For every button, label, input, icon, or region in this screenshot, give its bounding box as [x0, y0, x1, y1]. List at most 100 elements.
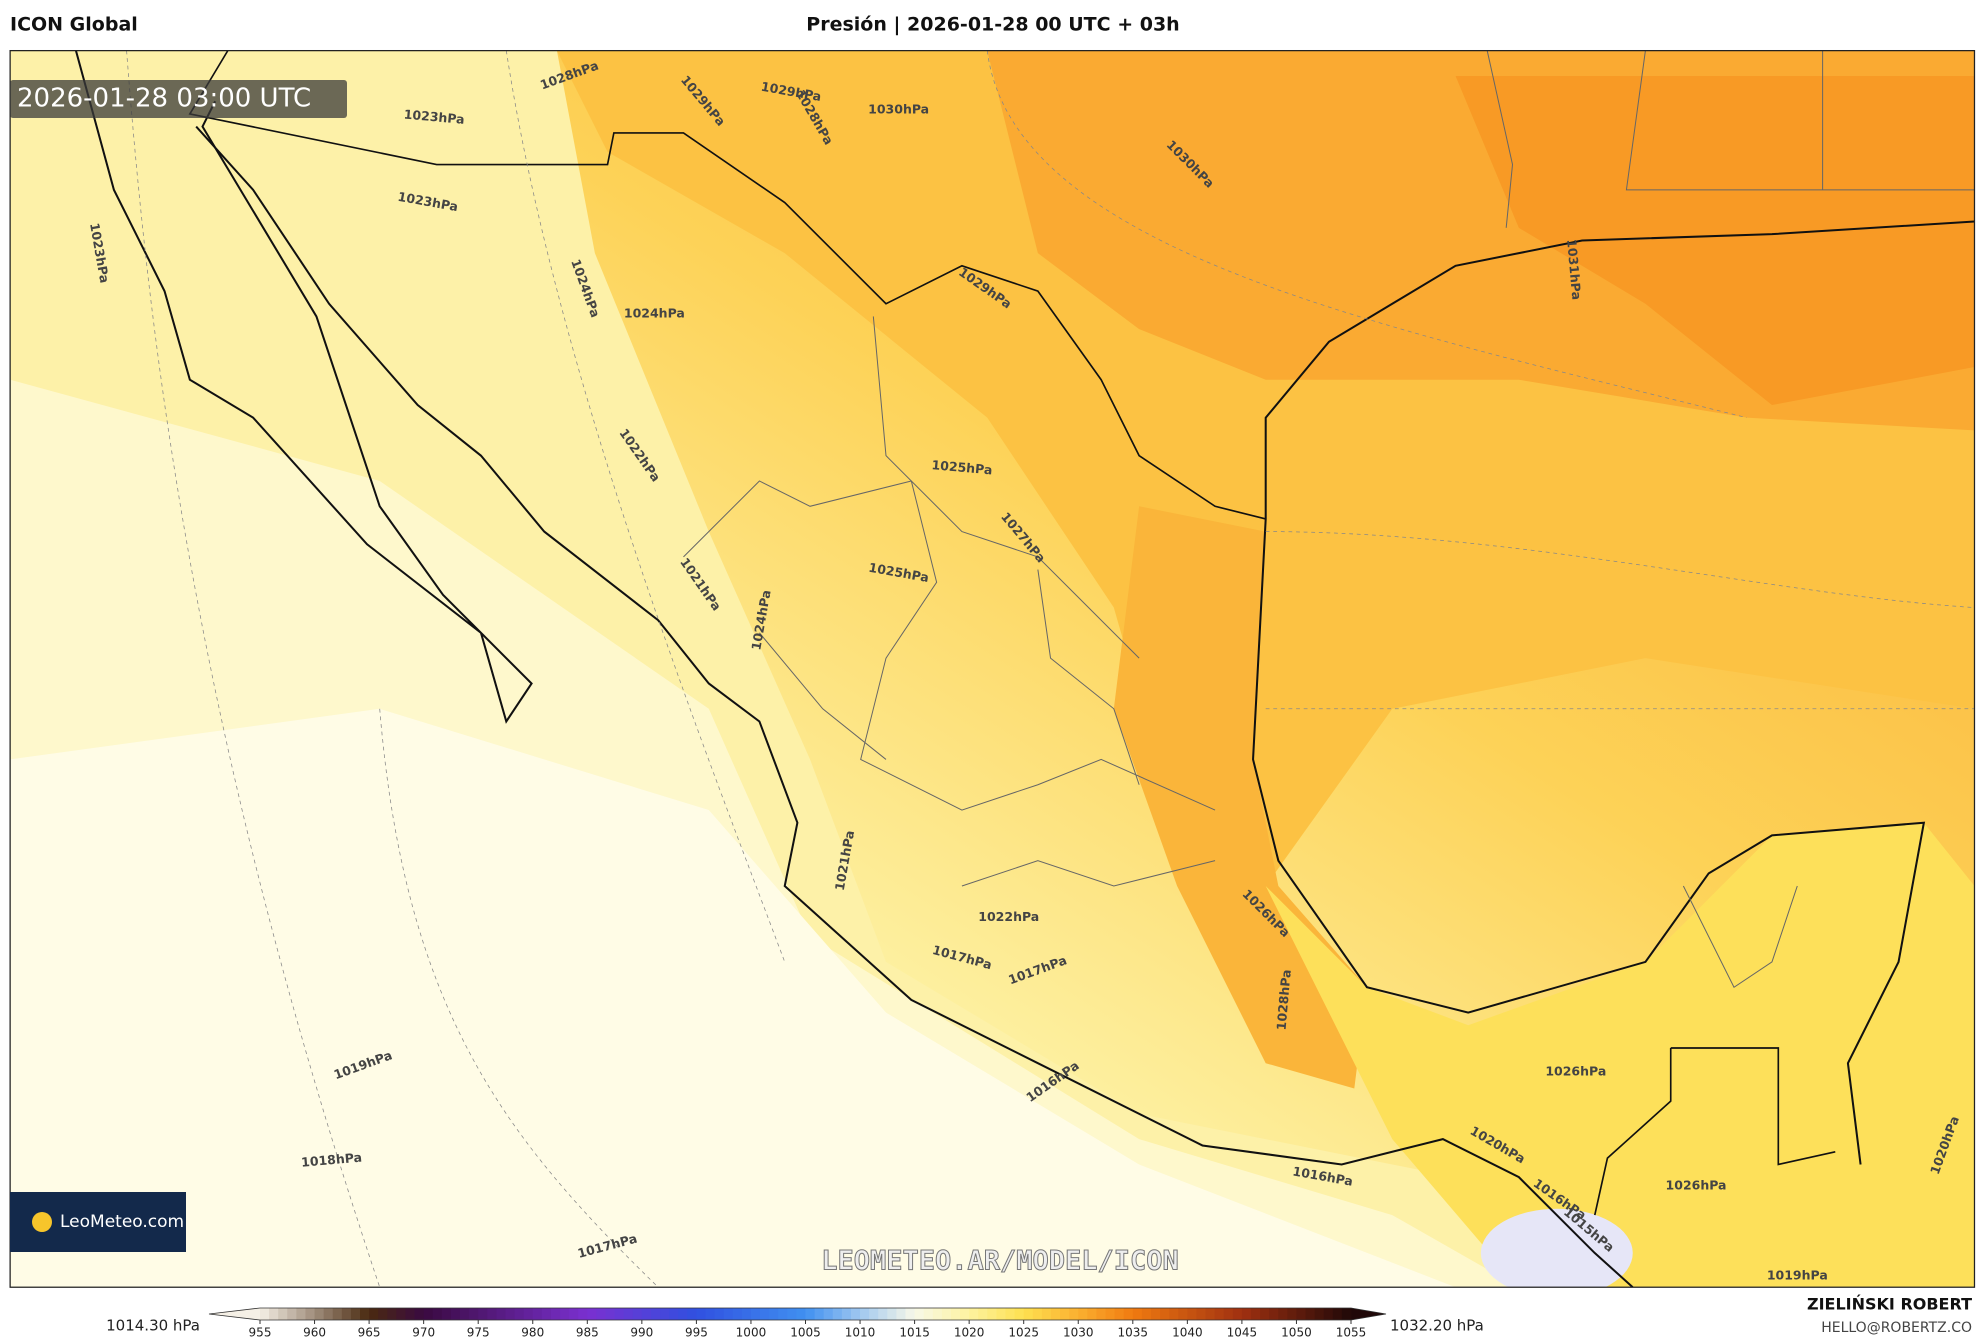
colorbar-tick-label: 1035: [1118, 1326, 1149, 1338]
contour-label: 1026hPa: [1545, 1064, 1606, 1079]
colorbar-segment: [932, 1308, 943, 1320]
timestamp: 2026-01-28 03:00 UTC: [17, 84, 311, 114]
colorbar-tick-label: 970: [412, 1326, 435, 1338]
colorbar-tick-label: 975: [467, 1326, 490, 1338]
colorbar-segment: [660, 1308, 670, 1320]
credit-name: ZIELIŃSKI ROBERT: [1807, 1295, 1972, 1314]
colorbar-segment: [787, 1308, 798, 1320]
contour-label: 1025hPa: [931, 457, 993, 477]
colorbar-segment: [950, 1308, 961, 1320]
colorbar-segment: [1160, 1308, 1170, 1320]
colorbar-segment: [1114, 1308, 1125, 1320]
state-borders: [683, 50, 1975, 988]
colorbar-segment: [1232, 1308, 1243, 1320]
colorbar-tick-label: 1020: [954, 1326, 985, 1338]
colorbar: 955 960 965 970 975 980 985 990 995 1000 1005 1010 1…: [208, 1307, 1387, 1338]
colorbar-segment: [669, 1308, 679, 1320]
colorbar-segment: [350, 1308, 361, 1320]
colorbar-segment: [960, 1308, 970, 1320]
colorbar-segment: [1096, 1308, 1107, 1320]
border: [188, 50, 1266, 520]
contour-label: 1030hPa: [868, 102, 929, 117]
colorbar-segment: [1214, 1308, 1225, 1320]
map: [9, 49, 1976, 1288]
isobar: [986, 50, 1747, 419]
colorbar-segment: [378, 1308, 388, 1320]
colorbar-segment: [396, 1308, 407, 1320]
colorbar-segment: [887, 1308, 898, 1320]
colorbar-segment: [460, 1308, 470, 1320]
colorbar-segment: [1260, 1308, 1270, 1320]
colorbar-segment: [987, 1308, 998, 1320]
colorbar-segment: [1060, 1308, 1070, 1320]
colorbar-tick-label: 1025: [1008, 1326, 1039, 1338]
logo-sun: [32, 1212, 52, 1232]
colorbar-segment: [760, 1308, 770, 1320]
colorbar-segment: [1196, 1308, 1207, 1320]
colorbar-segment: [1150, 1308, 1161, 1320]
colorbar-segment: [687, 1308, 697, 1320]
colorbar-segment: [569, 1308, 579, 1320]
colorbar-tick-label: 990: [630, 1326, 653, 1338]
colorbar-segment: [832, 1308, 843, 1320]
colorbar-segment: [996, 1308, 1007, 1320]
colorbar-segment: [860, 1308, 870, 1320]
colorbar-segment: [1223, 1308, 1234, 1320]
colorbar-tick-label: 1050: [1281, 1326, 1312, 1338]
colorbar-segment: [541, 1308, 552, 1320]
contour-label: 1023hPa: [403, 107, 465, 127]
colorbar-segment: [1296, 1308, 1307, 1320]
colorbar-segment: [296, 1308, 307, 1320]
colorbar-tick-label: 960: [303, 1326, 326, 1338]
colorbar-tick-label: 1015: [899, 1326, 930, 1338]
isobars: [126, 50, 1975, 1288]
colorbar-segment: [1187, 1308, 1198, 1320]
colorbar-segment: [769, 1308, 779, 1320]
colorbar-segment: [1205, 1308, 1216, 1320]
isobar: [505, 50, 786, 963]
colorbar-extend: [1351, 1308, 1386, 1320]
colorbar-tick-label: 980: [521, 1326, 544, 1338]
colorbar-segment: [1278, 1308, 1288, 1320]
colorbar-segment: [1005, 1308, 1016, 1320]
colorbar-segment: [650, 1308, 661, 1320]
colorbar-segment: [441, 1308, 452, 1320]
model-name: ICON Global: [10, 14, 138, 36]
colorbar-segment: [332, 1308, 343, 1320]
colorbar-segment: [450, 1308, 461, 1320]
colorbar-segment: [869, 1308, 879, 1320]
colorbar-segment: [578, 1308, 588, 1320]
colorbar-tick-label: 965: [358, 1326, 381, 1338]
logo: LeoMeteo.com: [60, 1212, 184, 1232]
colorbar-segment: [969, 1308, 979, 1320]
colorbar-segment: [1014, 1308, 1025, 1320]
colorbar-segment: [723, 1308, 734, 1320]
colorbar-segment: [387, 1308, 397, 1320]
contour-label: 1018hPa: [301, 1150, 363, 1170]
colorbar-segment: [1341, 1308, 1352, 1320]
colorbar-segment: [305, 1308, 316, 1320]
colorbar-segment: [923, 1308, 934, 1320]
colorbar-segment: [360, 1308, 370, 1320]
colorbar-min: 1014.30 hPa: [106, 1317, 200, 1335]
colorbar-segment: [287, 1308, 297, 1320]
timestamp-box: [10, 80, 347, 118]
colorbar-segment: [1041, 1308, 1052, 1320]
colorbar-segment: [914, 1308, 925, 1320]
colorbar-segment: [550, 1308, 561, 1320]
colorbar-tick-label: 1055: [1336, 1326, 1367, 1338]
pressure-field: [1480, 1208, 1633, 1288]
map-frame: [9, 49, 1976, 1288]
colorbar-segment: [714, 1308, 725, 1320]
colorbar-segment: [814, 1308, 825, 1320]
pressure-field: [1455, 75, 1975, 406]
colorbar-segment: [478, 1308, 488, 1320]
watermark: LEOMETEO.AR/MODEL/ICON: [821, 1246, 1179, 1277]
colorbar-segment: [641, 1308, 652, 1320]
colorbar-segment: [1050, 1308, 1061, 1320]
colorbar-segment: [1241, 1308, 1252, 1320]
colorbar-segment: [314, 1308, 325, 1320]
colorbar-segment: [705, 1308, 716, 1320]
colorbar-segment: [1141, 1308, 1152, 1320]
colorbar-segment: [605, 1308, 616, 1320]
